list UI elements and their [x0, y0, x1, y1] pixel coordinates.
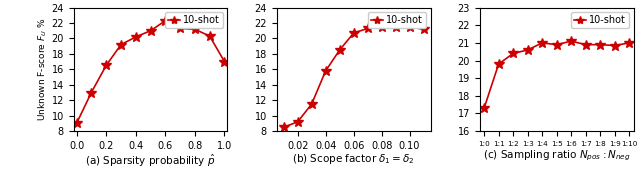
X-axis label: (a) Sparsity probability $\hat{p}$: (a) Sparsity probability $\hat{p}$	[85, 152, 216, 169]
Y-axis label: Unknown F-score $F_U$ %: Unknown F-score $F_U$ %	[36, 18, 49, 121]
Legend: 10-shot: 10-shot	[165, 13, 223, 28]
X-axis label: (b) Scope factor $\delta_1 = \delta_2$: (b) Scope factor $\delta_1 = \delta_2$	[292, 152, 415, 166]
Legend: 10-shot: 10-shot	[369, 13, 426, 28]
X-axis label: (c) Sampling ratio $N_{pos} : N_{neg}$: (c) Sampling ratio $N_{pos} : N_{neg}$	[483, 148, 630, 163]
Legend: 10-shot: 10-shot	[572, 13, 628, 28]
